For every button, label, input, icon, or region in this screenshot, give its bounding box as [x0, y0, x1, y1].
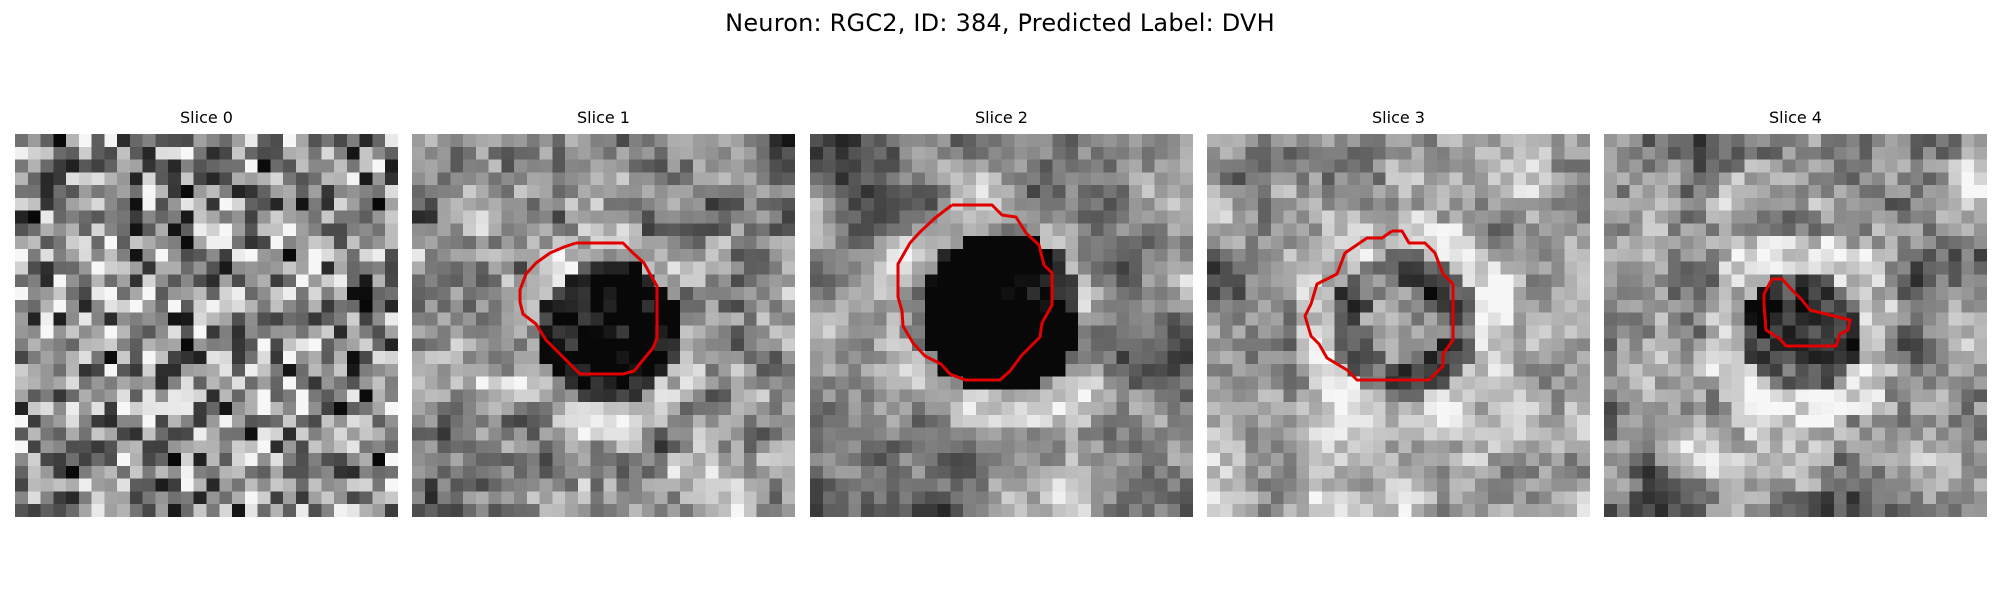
slice-title: Slice 4: [1769, 108, 1822, 127]
slice-panel-2: Slice 2: [810, 108, 1193, 517]
slice-panel-0: Slice 0: [15, 108, 398, 517]
slice-image: [810, 134, 1193, 517]
contour-line: [1303, 229, 1455, 382]
slice-title: Slice 3: [1372, 108, 1425, 127]
segmentation-contour: [1303, 229, 1455, 382]
grayscale-image: [1207, 134, 1590, 517]
slice-title: Slice 2: [975, 108, 1028, 127]
slice-panel-1: Slice 1: [412, 108, 795, 517]
slice-panel-3: Slice 3: [1207, 108, 1590, 517]
contour-line: [1762, 277, 1852, 348]
slice-title: Slice 1: [577, 108, 630, 127]
grayscale-image: [15, 134, 398, 517]
segmentation-contour: [518, 241, 659, 376]
grayscale-image: [1604, 134, 1987, 517]
slice-image: [1207, 134, 1590, 517]
contour-line: [518, 241, 659, 376]
grayscale-image: [412, 134, 795, 517]
slice-panel-4: Slice 4: [1604, 108, 1987, 517]
figure-title: Neuron: RGC2, ID: 384, Predicted Label: …: [725, 9, 1275, 37]
contour-line: [896, 203, 1054, 382]
slice-image: [15, 134, 398, 517]
grayscale-image: [810, 134, 1193, 517]
segmentation-contour: [1762, 277, 1852, 348]
slice-image: [1604, 134, 1987, 517]
slice-image: [412, 134, 795, 517]
segmentation-contour: [896, 203, 1054, 382]
slice-title: Slice 0: [180, 108, 233, 127]
